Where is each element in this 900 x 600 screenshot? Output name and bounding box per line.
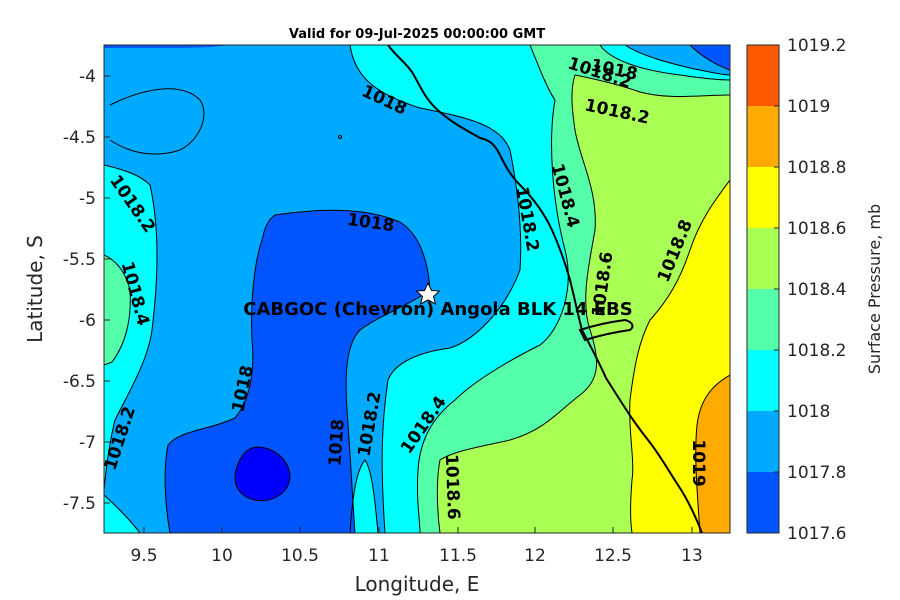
band-1017-8-ne — [690, 45, 730, 70]
colorbar-tick: 1019.2 — [787, 36, 846, 56]
band-1017-8 — [165, 210, 430, 533]
y-tick-label: -4.5 — [63, 128, 96, 148]
colorbar-tick: 1019 — [787, 97, 830, 117]
colorbar-band — [747, 228, 779, 290]
axes-frame — [103, 44, 731, 534]
y-tick-label: -7 — [79, 433, 96, 453]
colorbar-tick: 1018.8 — [787, 158, 846, 178]
y-tick-label: -5.5 — [63, 250, 96, 270]
x-axis-label: Longitude, E — [355, 572, 480, 596]
x-tick-label: 10.5 — [281, 546, 319, 566]
map-title: Valid for 09-Jul-2025 00:00:00 GMT — [289, 27, 545, 42]
colorbar-band — [747, 350, 779, 412]
colorbar-tick: 1018.6 — [787, 219, 846, 239]
y-tick-label: -5 — [79, 189, 96, 209]
x-tick-label: 12.5 — [594, 546, 632, 566]
x-tick-label: 11.5 — [439, 546, 477, 566]
colorbar-band — [747, 472, 779, 534]
colorbar: 1019.2 1019 1018.8 1018.6 1018.4 1018.2 … — [746, 36, 884, 544]
colorbar-band — [747, 167, 779, 229]
y-tick-label: -4 — [79, 67, 96, 87]
y-axis: -4 -4.5 -5 -5.5 -6 -6.5 -7 -7.5 Latitude… — [23, 67, 110, 514]
x-tick-label: 9.5 — [130, 546, 157, 566]
band-1018-4-west — [104, 255, 131, 365]
contour-label: 1018 — [325, 418, 348, 467]
band-1017-8-top — [104, 45, 230, 48]
colorbar-tick: 1017.8 — [787, 463, 846, 483]
y-tick-label: -7.5 — [63, 494, 96, 514]
x-axis: 9.5 10 10.5 11 11.5 12 12.5 13 Longitude… — [130, 527, 703, 596]
congo-estuary — [578, 318, 634, 342]
band-1018-2-sw — [104, 495, 140, 533]
contour-label: 1018.6 — [441, 454, 463, 520]
colorbar-band — [747, 106, 779, 168]
coastline — [387, 45, 703, 533]
x-tick-label: 10 — [211, 546, 233, 566]
band-1018-2-west — [104, 165, 157, 490]
island-marker — [338, 135, 342, 139]
site-label: CABGOC (Chevron) Angola BLK 14 EBS — [243, 299, 632, 320]
contour-field — [104, 45, 730, 533]
y-tick-label: -6.5 — [63, 372, 96, 392]
colorbar-bands — [747, 45, 779, 534]
y-tick-label: -6 — [79, 311, 96, 331]
y-axis-label: Latitude, S — [23, 235, 47, 343]
contour-lines — [104, 45, 730, 533]
colorbar-tick: 1018.4 — [787, 280, 846, 300]
colorbar-band — [747, 411, 779, 473]
x-tick-label: 11 — [368, 546, 390, 566]
colorbar-tick: 1017.6 — [787, 524, 846, 544]
band-1019 — [695, 375, 730, 533]
colorbar-tick: 1018.2 — [787, 341, 846, 361]
star-icon — [415, 281, 441, 305]
band-1018-ul — [110, 88, 204, 155]
band-1017-6 — [234, 447, 290, 501]
colorbar-band — [747, 45, 779, 107]
colorbar-band — [747, 289, 779, 351]
colorbar-tick: 1018 — [787, 402, 830, 422]
x-tick-label: 12 — [524, 546, 546, 566]
x-tick-label: 13 — [681, 546, 703, 566]
colorbar-label: Surface Pressure, mb — [865, 204, 884, 374]
contour-label: 1019 — [688, 439, 708, 486]
